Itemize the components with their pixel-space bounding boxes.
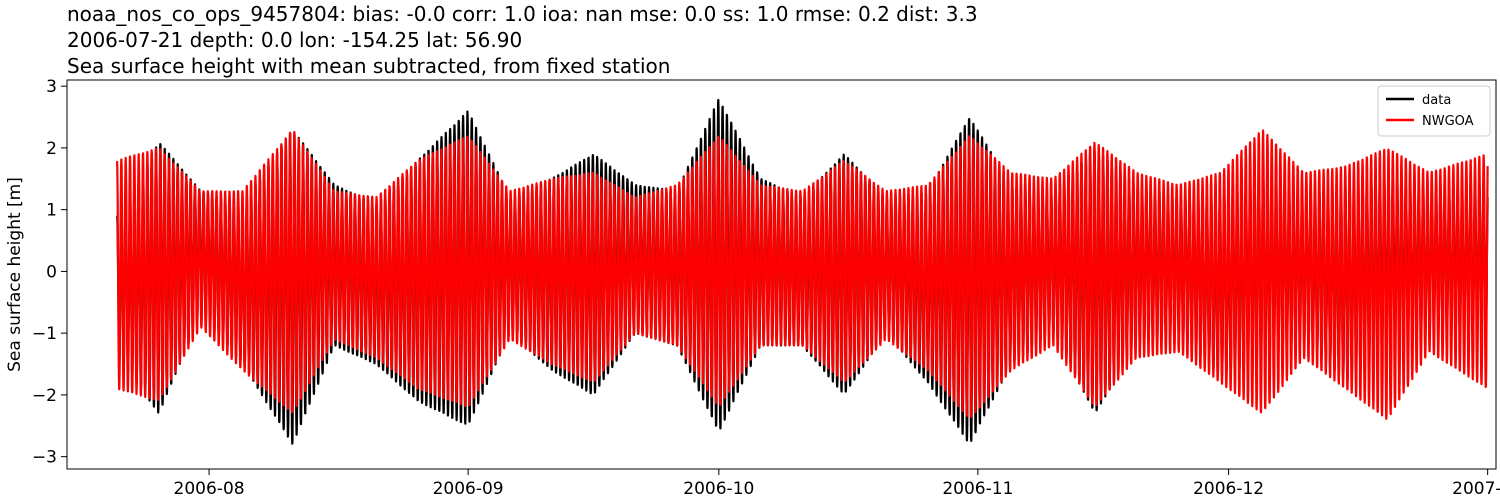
- y-axis-label: Sea surface height [m]: [5, 177, 25, 372]
- x-tick-label: 2006-10: [683, 479, 754, 499]
- x-tick-label: 2006-11: [942, 479, 1013, 499]
- series-line-nwgoa: [116, 129, 1489, 420]
- y-tick-label: −1: [32, 324, 57, 344]
- x-tick-label: 2006-08: [174, 479, 245, 499]
- x-tick-label: 2006-09: [433, 479, 504, 499]
- x-axis: 2006-08 2006-09 2006-10 2006-11 2006-12 2007-…: [174, 469, 1500, 499]
- y-tick-label: −2: [32, 386, 57, 406]
- legend-label-nwgoa: NWGOA: [1422, 114, 1474, 129]
- y-axis: −3 −2 −1 0 1 2 3: [32, 77, 67, 468]
- y-tick-label: 0: [46, 262, 57, 282]
- series-layer: [116, 98, 1489, 445]
- chart-title-line-2: 2006-07-21 depth: 0.0 lon: -154.25 lat: …: [67, 28, 523, 52]
- x-tick-label: 2006-12: [1193, 479, 1264, 499]
- x-tick-label: 2007-01: [1452, 479, 1500, 499]
- chart-title-line-1: noaa_nos_co_ops_9457804: bias: -0.0 corr…: [67, 2, 978, 26]
- legend: data NWGOA: [1377, 85, 1491, 137]
- legend-label-data: data: [1422, 93, 1451, 108]
- chart-title-line-3: Sea surface height with mean subtracted,…: [67, 54, 671, 78]
- y-tick-label: 1: [46, 201, 57, 221]
- y-tick-label: −3: [32, 448, 57, 468]
- plot-frame: [66, 79, 1497, 470]
- y-tick-label: 2: [46, 139, 57, 159]
- y-tick-label: 3: [46, 77, 57, 97]
